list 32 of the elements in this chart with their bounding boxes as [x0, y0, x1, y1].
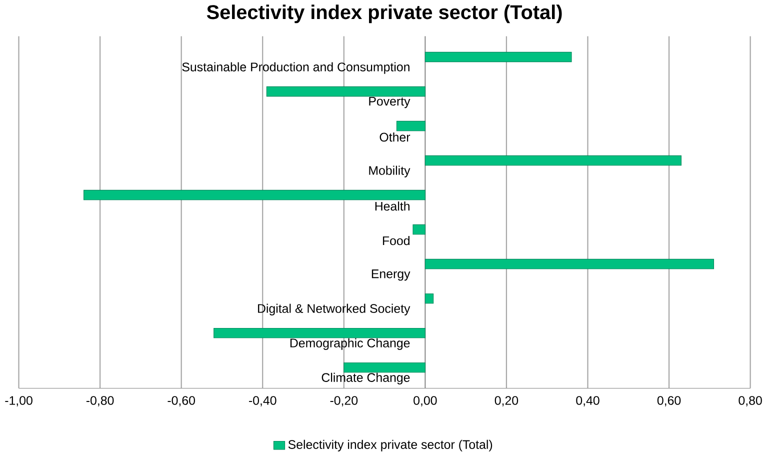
bar	[396, 120, 426, 131]
y-tick-label: Energy	[372, 269, 410, 280]
bar	[344, 362, 426, 372]
y-tick-label: Digital & Networked Society	[258, 304, 410, 316]
x-tick-label: -0,80	[86, 396, 114, 406]
y-tick-label: Food	[382, 236, 410, 245]
x-tick-label: 0,20	[494, 396, 518, 406]
bar	[424, 258, 714, 269]
x-tick-label: -0,60	[168, 396, 196, 406]
bar	[84, 190, 426, 200]
bar	[424, 155, 682, 166]
legend-label: Selectivity index private sector (Total)	[288, 440, 492, 452]
x-tick-label: -0,20	[330, 396, 358, 406]
y-tick-label: Poverty	[369, 96, 410, 108]
y-tick-label: Mobility	[369, 166, 410, 178]
x-tick-label: -0,40	[249, 396, 276, 406]
y-tick-label: Sustainable Production and Consumption	[182, 62, 410, 74]
bar	[266, 86, 426, 96]
bar	[424, 52, 572, 62]
y-tick-label: Demographic Change	[290, 338, 410, 350]
x-tick-label: 0,40	[576, 396, 600, 406]
x-tick-label: 0,60	[657, 396, 681, 406]
y-tick-label: Climate Change	[322, 372, 410, 384]
bar	[412, 224, 426, 234]
x-tick-label: -1,00	[5, 396, 32, 406]
bar	[214, 328, 426, 338]
x-tick-label: 0,00	[414, 396, 437, 406]
y-tick-label: Other	[380, 132, 410, 142]
y-tick-label: Health	[375, 201, 410, 210]
x-tick-label: 0,80	[738, 396, 762, 406]
bar	[424, 293, 434, 304]
chart-title: Selectivity index private sector (Total)	[206, 4, 562, 23]
